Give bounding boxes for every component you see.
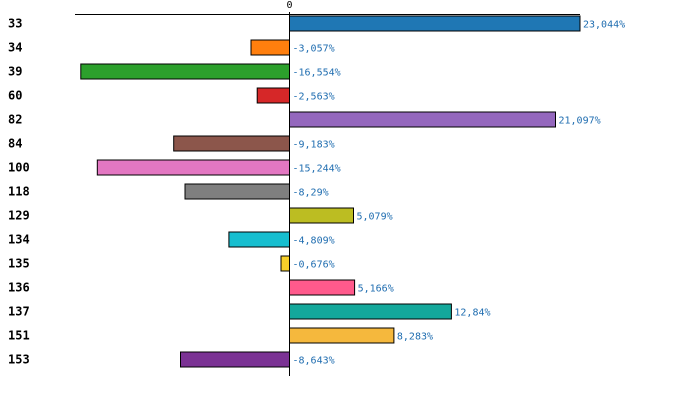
bar	[228, 231, 290, 248]
bar	[289, 279, 356, 296]
bar	[250, 39, 290, 56]
category-label: 33	[8, 17, 22, 31]
bar	[96, 159, 290, 176]
bar	[184, 183, 290, 200]
value-label: -9,183%	[293, 140, 335, 151]
category-label: 134	[8, 233, 30, 247]
value-label: -8,29%	[293, 188, 329, 199]
value-label: 21,097%	[559, 116, 601, 127]
value-label: -2,563%	[293, 92, 335, 103]
value-label: -8,643%	[293, 356, 335, 367]
category-label: 82	[8, 113, 22, 127]
bar	[256, 87, 291, 104]
value-label: 8,283%	[397, 332, 433, 343]
zero-tick-label: 0	[286, 0, 292, 11]
bar	[180, 351, 290, 368]
bar	[289, 327, 395, 344]
bar	[80, 63, 290, 80]
value-label: -16,554%	[293, 68, 341, 79]
value-label: 5,166%	[358, 284, 394, 295]
value-label: 12,84%	[454, 308, 490, 319]
value-label: 23,044%	[583, 20, 625, 31]
value-label: -4,809%	[293, 236, 335, 247]
value-label: -15,244%	[293, 164, 341, 175]
category-label: 135	[8, 257, 30, 271]
value-label: 5,079%	[357, 212, 393, 223]
category-label: 39	[8, 65, 22, 79]
category-label: 34	[8, 41, 22, 55]
value-label: -0,676%	[293, 260, 335, 271]
category-label: 118	[8, 185, 30, 199]
bar	[289, 111, 556, 128]
category-label: 129	[8, 209, 30, 223]
bar	[289, 207, 354, 224]
bar	[289, 15, 581, 32]
category-label: 137	[8, 305, 30, 319]
category-label: 84	[8, 137, 22, 151]
bar	[173, 135, 290, 152]
value-label: -3,057%	[293, 44, 335, 55]
category-label: 100	[8, 161, 30, 175]
category-label: 60	[8, 89, 22, 103]
category-label: 136	[8, 281, 30, 295]
bar	[289, 303, 452, 320]
bars-group: 33 23,044% 34 -3,057% 39 -16,554% 60 -2,563% 82 2…	[8, 15, 625, 368]
bar	[280, 255, 290, 272]
category-label: 151	[8, 329, 30, 343]
category-label: 153	[8, 353, 30, 367]
